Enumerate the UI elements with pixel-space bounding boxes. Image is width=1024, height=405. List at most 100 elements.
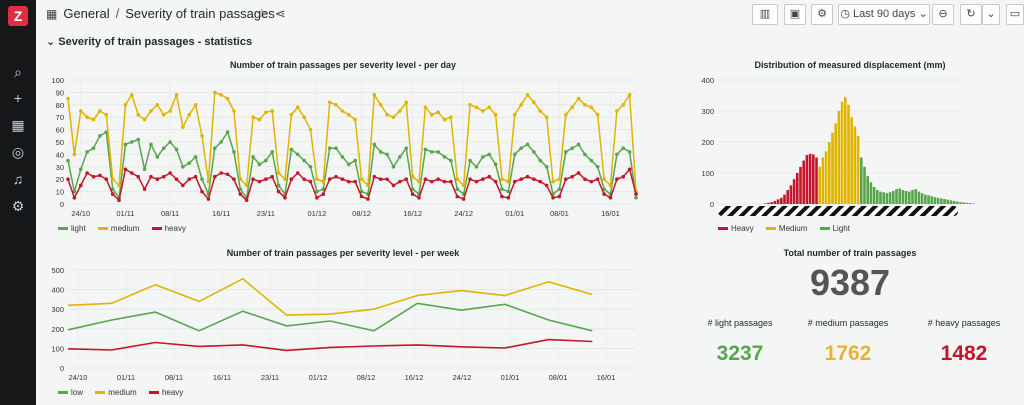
data-point-light xyxy=(200,177,204,181)
grafana-logo[interactable]: Z xyxy=(8,6,28,26)
legend-item-heavy[interactable]: heavy xyxy=(151,224,186,233)
histogram-bar-light xyxy=(917,191,921,204)
legend-item-heavy[interactable]: heavy xyxy=(148,388,183,397)
data-point-heavy xyxy=(174,177,179,181)
data-point-light xyxy=(570,146,574,150)
data-point-medium xyxy=(461,183,466,188)
y-tick-label: 500 xyxy=(51,266,64,275)
settings-button[interactable]: ⚙ xyxy=(811,4,833,25)
histogram-bar-light xyxy=(892,190,895,204)
dashboards-icon[interactable]: ▦ xyxy=(11,117,25,133)
data-point-medium xyxy=(385,112,389,117)
data-point-light xyxy=(410,187,415,191)
data-point-heavy xyxy=(270,174,275,179)
histogram-bar-heavy xyxy=(770,202,773,204)
data-point-heavy xyxy=(563,177,568,181)
data-point-medium xyxy=(168,109,172,113)
data-point-light xyxy=(149,142,153,147)
legend-label: medium xyxy=(110,224,140,233)
histogram-bar-light xyxy=(924,194,927,204)
data-point-medium xyxy=(359,177,364,181)
histogram-bar-light xyxy=(911,190,914,204)
data-point-light xyxy=(538,158,543,163)
data-point-heavy xyxy=(244,198,249,203)
refresh-button[interactable]: ↻ xyxy=(960,4,982,25)
bell-icon[interactable]: ♫ xyxy=(12,171,24,187)
star-icon[interactable]: ☆ xyxy=(256,6,268,21)
data-point-medium xyxy=(563,112,568,117)
data-point-heavy xyxy=(66,177,70,181)
data-point-light xyxy=(110,187,115,191)
histogram-bar-medium xyxy=(824,151,828,204)
data-point-medium xyxy=(193,103,198,107)
legend-item-light[interactable]: Light xyxy=(819,224,850,233)
add-panel-button[interactable]: ▥ xyxy=(752,4,778,25)
histogram-bar-light xyxy=(933,197,937,204)
data-point-medium xyxy=(551,179,555,184)
data-point-medium xyxy=(404,100,409,105)
hatched-band xyxy=(718,206,958,216)
data-point-light xyxy=(563,150,568,154)
data-point-medium xyxy=(149,109,153,113)
histogram-bar-heavy xyxy=(805,155,809,204)
data-point-medium xyxy=(206,179,211,184)
legend-item-low[interactable]: low xyxy=(58,388,83,397)
search-icon[interactable]: ⌕ xyxy=(14,64,22,80)
share-icon[interactable]: ⋖ xyxy=(274,6,286,21)
legend-item-heavy[interactable]: Heavy xyxy=(718,224,754,233)
data-point-heavy xyxy=(557,194,562,199)
x-tick-label: 08/12 xyxy=(352,209,371,218)
legend-item-medium[interactable]: Medium xyxy=(765,224,807,233)
y-tick-label: 60 xyxy=(56,126,64,135)
data-point-light xyxy=(295,152,300,157)
dashboard-title[interactable]: Severity of train passages xyxy=(125,6,275,21)
gear-icon[interactable]: ⚙ xyxy=(11,198,25,214)
x-tick-label: 08/01 xyxy=(550,209,569,218)
data-point-light xyxy=(621,146,626,150)
hist-panel-title: Distribution of measured displacement (m… xyxy=(754,60,946,70)
histogram-bar-light xyxy=(959,202,962,204)
save-button[interactable]: ▣ xyxy=(784,4,806,25)
row-title[interactable]: ⌄ Severity of train passages - statistic… xyxy=(46,35,252,48)
legend-label: Heavy xyxy=(731,224,754,233)
data-point-heavy xyxy=(334,174,338,179)
plus-icon[interactable]: + xyxy=(13,90,23,106)
data-point-heavy xyxy=(72,196,77,200)
time-picker[interactable]: ◷ Last 90 days ⌄ xyxy=(838,4,930,25)
data-point-medium xyxy=(340,109,345,113)
x-tick-label: 01/12 xyxy=(308,209,327,218)
histogram-bar-heavy xyxy=(789,185,793,204)
histogram-chart: 0 100 200 300 400 xyxy=(701,76,975,216)
histogram-bar-medium xyxy=(850,117,853,204)
y-tick-label: 200 xyxy=(701,138,714,147)
explore-icon[interactable]: ◎ xyxy=(11,144,25,160)
data-point-light xyxy=(142,167,147,172)
data-point-light xyxy=(602,187,606,191)
tv-mode-button[interactable]: ▭ xyxy=(1006,4,1024,25)
data-point-medium xyxy=(544,115,549,119)
legend-item-medium[interactable]: medium xyxy=(97,224,140,233)
legend-item-medium[interactable]: medium xyxy=(95,388,137,397)
data-point-medium xyxy=(238,177,243,181)
data-point-light xyxy=(544,165,549,169)
refresh-interval-button[interactable]: ⌄ xyxy=(982,4,1000,25)
data-point-heavy xyxy=(449,179,453,184)
legend-label: heavy xyxy=(164,224,186,233)
histogram-bar-light xyxy=(895,189,898,204)
data-point-light xyxy=(353,158,357,163)
x-tick-label: 24/12 xyxy=(453,373,472,382)
x-tick-label: 16/11 xyxy=(213,373,231,382)
breadcrumb-folder[interactable]: General xyxy=(63,6,110,21)
data-point-light xyxy=(532,150,536,154)
legend-item-light[interactable]: light xyxy=(58,224,86,233)
legend-swatch xyxy=(718,227,728,231)
data-point-heavy xyxy=(212,174,217,179)
data-point-medium xyxy=(493,112,498,117)
data-point-light xyxy=(347,162,351,167)
data-point-light xyxy=(398,155,402,159)
data-point-medium xyxy=(347,112,351,117)
zoom-out-button[interactable]: ⊖ xyxy=(932,4,954,25)
save-icon: ▣ xyxy=(789,8,801,20)
data-point-heavy xyxy=(359,194,364,199)
histogram-bar-heavy xyxy=(767,202,770,204)
